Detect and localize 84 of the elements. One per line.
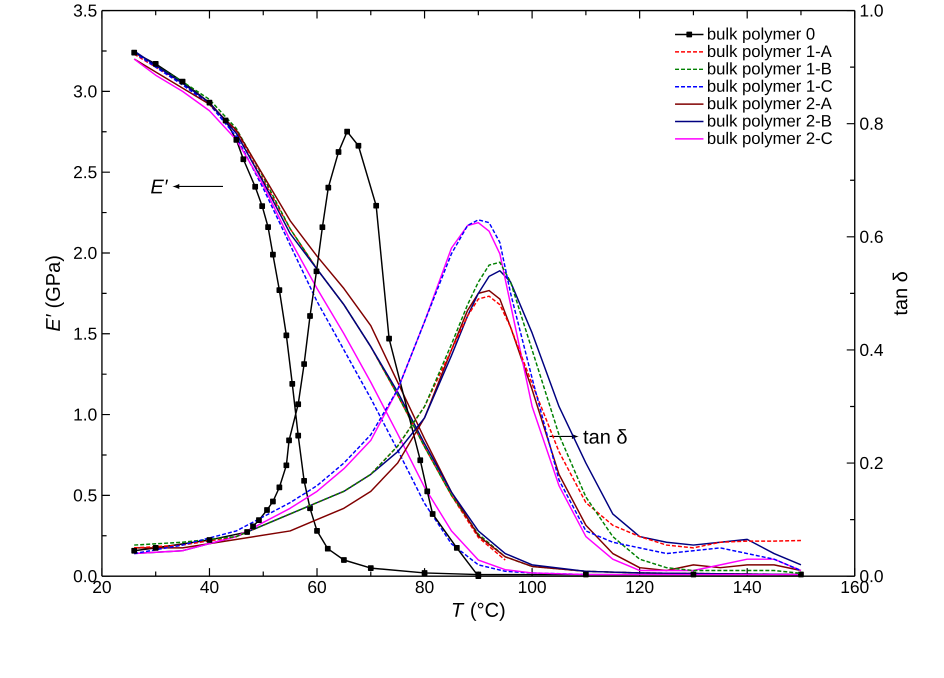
y-tick-label: 3.5 [74,4,96,17]
point [233,136,240,143]
legend-label: bulk polymer 0 [708,27,814,43]
point [270,498,276,504]
point [424,488,430,494]
legend-label: bulk polymer 2-B [708,114,831,130]
point [252,184,258,190]
point [356,142,362,149]
y2-tick-label: 0.4 [860,344,884,356]
point [307,313,313,319]
y-tick-label: 2.0 [74,246,97,260]
x-tick-label: 20 [93,580,111,594]
point [368,565,374,571]
point [341,557,347,563]
legend-label: bulk polymer 2-A [708,97,832,113]
point [301,361,307,367]
y-axis-title: E′ (GPa) [45,256,64,331]
legend-label: bulk polymer 2-C [708,132,832,148]
point [386,336,392,342]
y-tick-label: 0.0 [74,570,97,582]
x-axis-title: T (°C) [452,602,504,621]
point [454,544,460,551]
y-tick-label: 0.5 [74,489,96,502]
annotation: E′ [151,180,168,194]
point [276,287,282,293]
point [256,517,262,523]
point [264,507,270,513]
point [180,78,186,84]
point [240,156,246,162]
legend-label: bulk polymer 1-C [708,80,832,96]
point [222,118,228,124]
point [244,529,250,535]
point [152,60,159,67]
point [301,478,307,484]
y2-tick-label: 0.2 [860,456,883,470]
point [259,203,266,209]
point [276,484,282,490]
point [206,100,212,106]
y2-tick-label: 1.0 [860,4,883,17]
point [152,544,159,551]
point [373,202,380,209]
y-tick-label: 2.5 [74,166,96,178]
y-tick-label: 3.0 [74,85,97,98]
point [325,184,332,190]
point [131,50,138,56]
point [336,149,342,155]
point [284,332,290,338]
point [314,268,320,274]
point [690,572,696,578]
x-tick-label: 160 [842,580,869,594]
point [265,224,271,230]
point [324,546,331,552]
x-tick-label: 140 [734,580,761,594]
legend-label: bulk polymer 1-A [708,44,832,60]
point [798,572,804,578]
point [430,511,436,517]
x-tick-label: 100 [518,580,546,594]
x-tick-label: 40 [200,580,218,594]
y2-axis-title: tan δ [892,272,908,316]
x-tick-label: 120 [626,580,654,594]
point [250,523,256,530]
point [295,432,302,438]
y2-tick-label: 0.8 [860,118,883,130]
y-tick-label: 1.0 [74,408,97,421]
point [206,537,212,543]
x-tick-label: 60 [308,580,326,594]
annotation: tan δ [583,429,627,444]
y2-tick-label: 0.0 [860,570,883,582]
point [270,252,276,258]
point [583,572,589,578]
x-tick-label: 80 [416,580,434,594]
point [344,128,350,134]
point [314,528,320,534]
point [289,380,296,387]
point [422,570,428,576]
y2-tick-label: 0.6 [860,230,883,243]
point [284,462,290,468]
legend-label: bulk polymer 1-B [708,62,831,78]
point [131,548,138,554]
y-tick-label: 1.5 [74,328,96,340]
point [320,224,326,230]
point [286,438,292,444]
point [295,401,302,408]
point [417,457,424,464]
